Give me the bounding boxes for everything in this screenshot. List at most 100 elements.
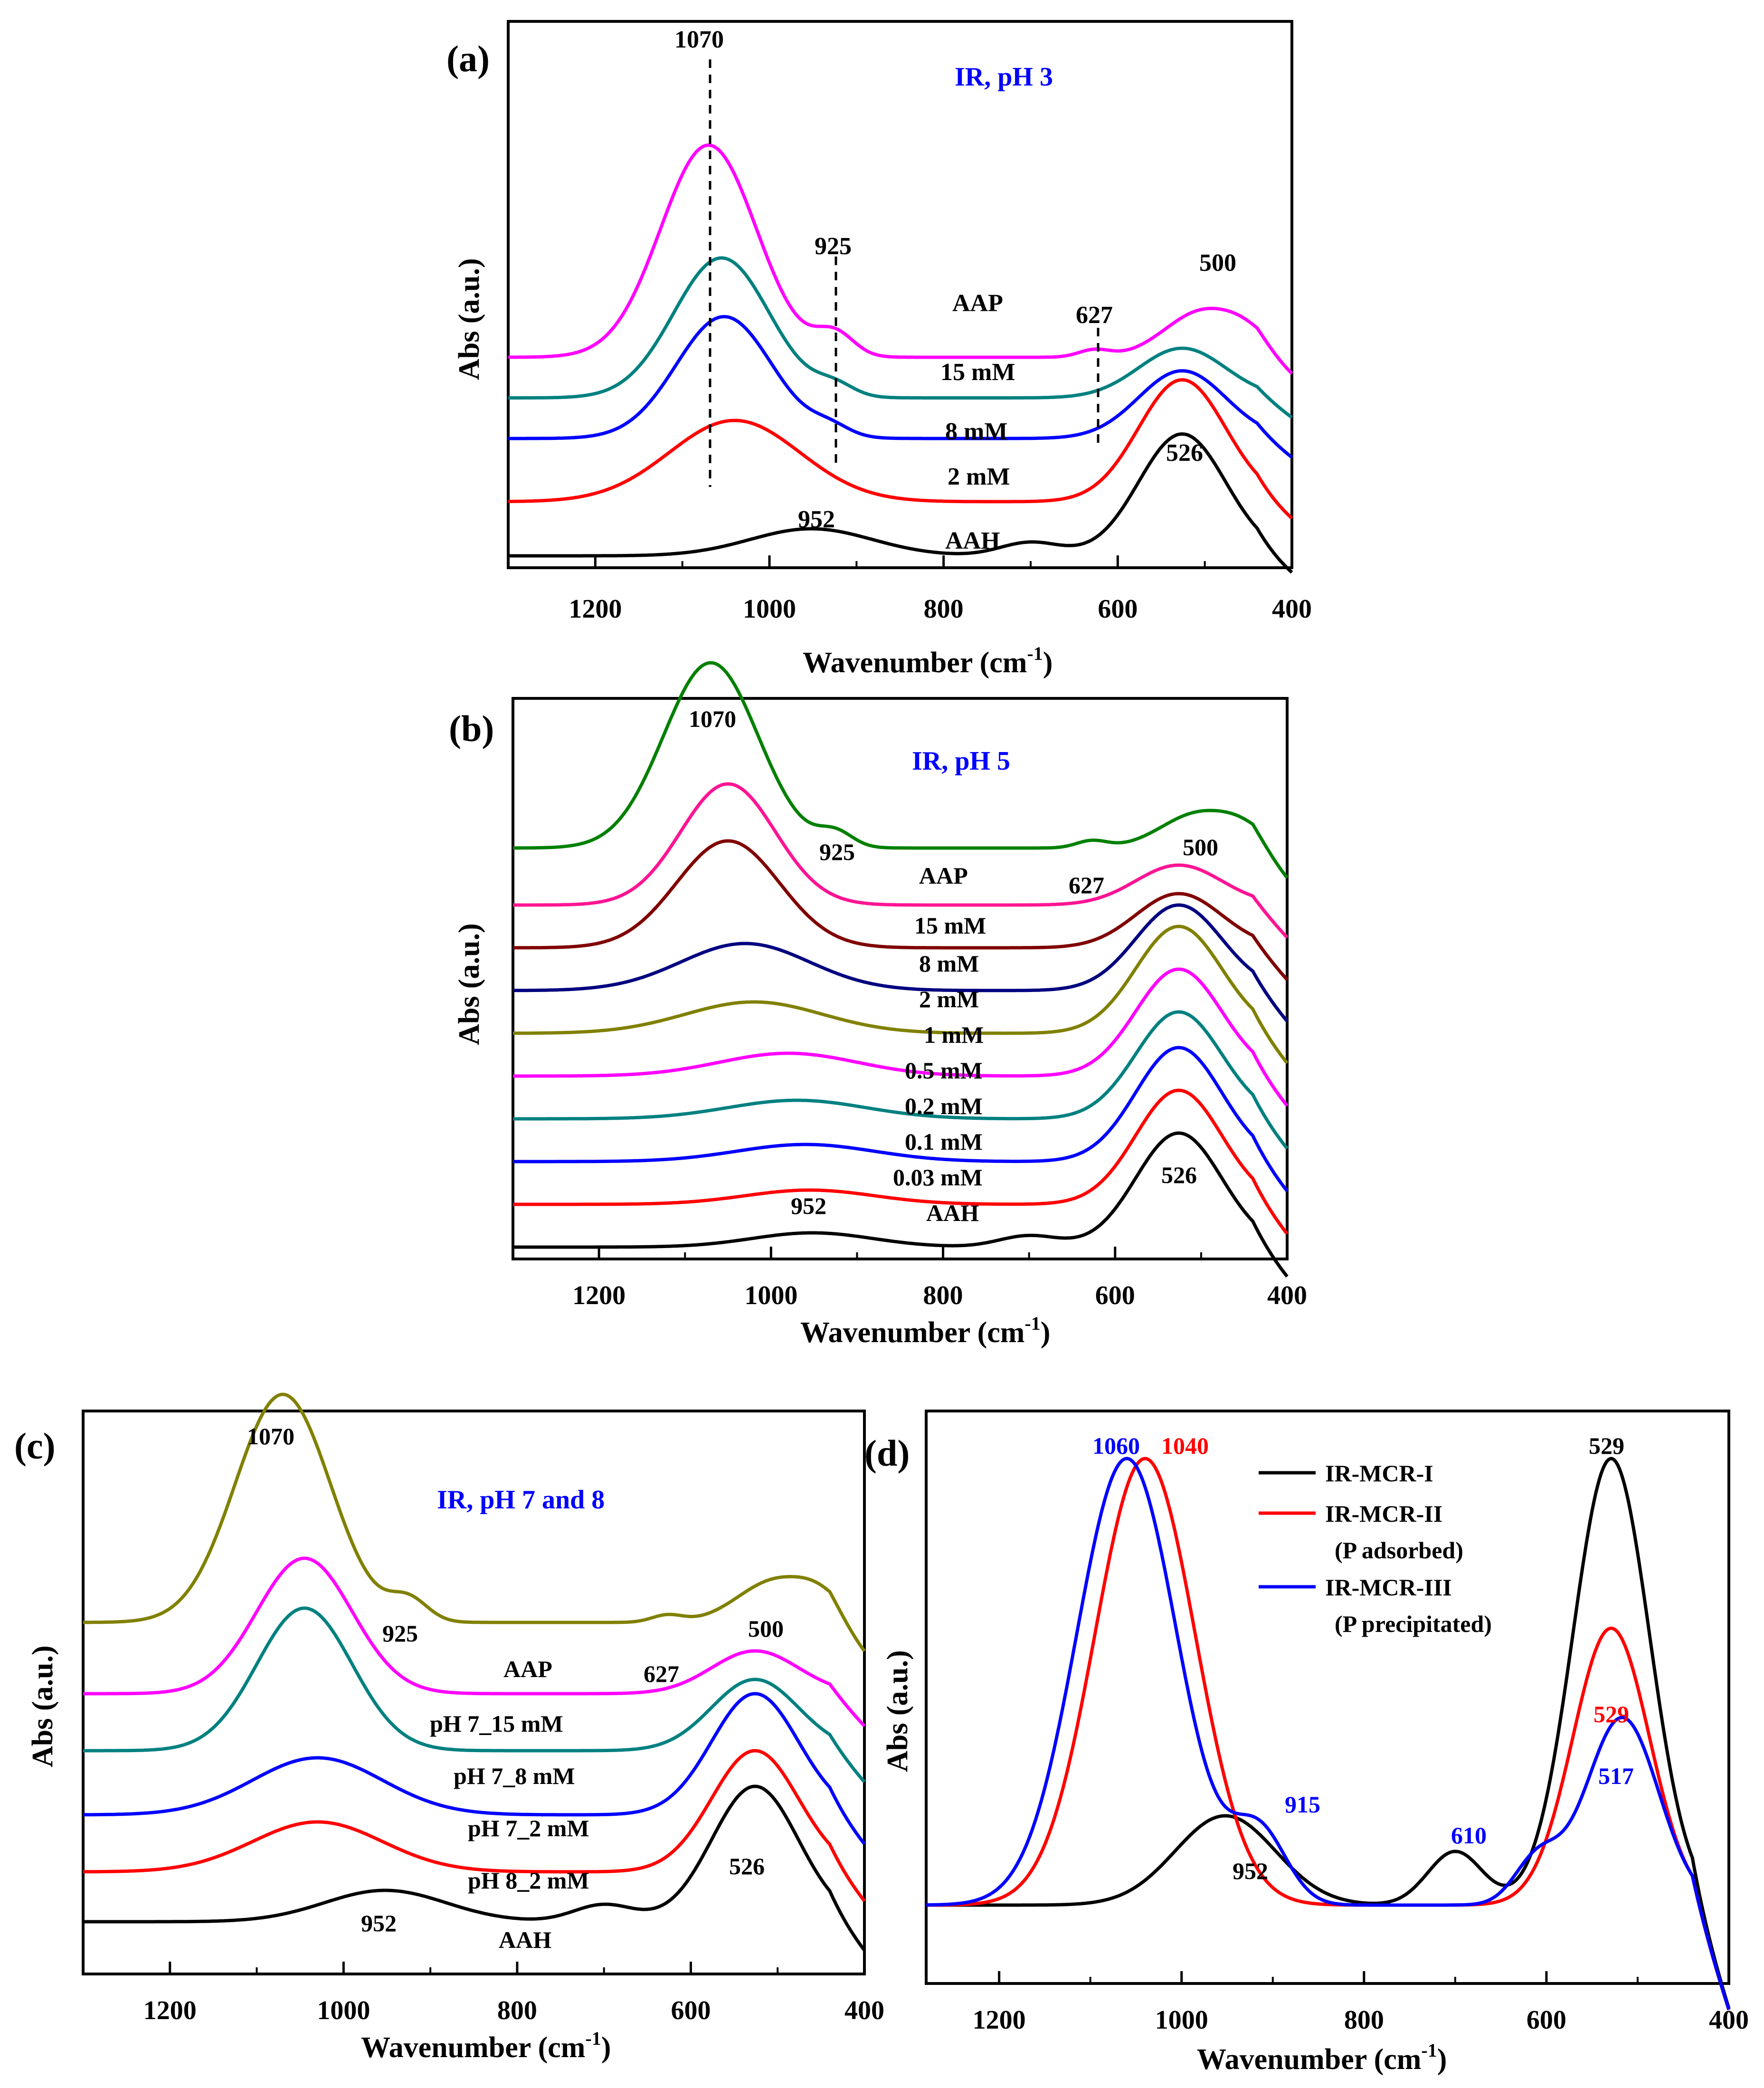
panel-d-annotation: 517 bbox=[1598, 1763, 1634, 1789]
panel-c-series-label: pH 7_15 mM bbox=[430, 1710, 563, 1737]
panel-b: (b) IR, pH 5 Abs (a.u.) Wavenumber (cm-1… bbox=[449, 661, 1307, 1349]
panel-d-frame bbox=[925, 1410, 1730, 1985]
panel-b-curves bbox=[512, 661, 1289, 1278]
panel-b-series-label: 8 mM bbox=[919, 950, 979, 977]
panel-c-annotation: 1070 bbox=[247, 1423, 294, 1449]
panel-a-series-label: 8 mM bbox=[945, 418, 1007, 445]
panel-a-title: IR, pH 3 bbox=[955, 62, 1053, 92]
panel-a-annotation: 925 bbox=[815, 233, 852, 260]
series-line bbox=[512, 925, 1289, 1064]
panel-a-series-label: AAP bbox=[952, 290, 1003, 317]
series-line bbox=[513, 967, 1289, 1107]
panel-b-series-label: 0.03 mM bbox=[893, 1164, 983, 1191]
panel-b-series-label: 15 mM bbox=[914, 912, 986, 939]
x-tick-label: 800 bbox=[924, 594, 964, 624]
series-line bbox=[508, 315, 1293, 459]
panel-c-curves bbox=[83, 1392, 866, 1952]
panel-c-xlabel: Wavenumber (cm-1) bbox=[361, 2028, 611, 2064]
panel-b-series-label: 2 mM bbox=[919, 986, 979, 1012]
x-tick-label: 800 bbox=[1344, 2005, 1384, 2035]
panel-a-annotation: 627 bbox=[1076, 302, 1113, 329]
series-line bbox=[513, 1088, 1289, 1235]
panel-c-annotation: 925 bbox=[382, 1620, 418, 1647]
series-line bbox=[513, 1010, 1289, 1150]
panel-b-series-label: AAH bbox=[926, 1200, 979, 1226]
panel-c-annotation: 500 bbox=[748, 1615, 784, 1642]
legend-label: IR-MCR-III bbox=[1325, 1574, 1452, 1601]
series-line bbox=[83, 1784, 866, 1952]
series-line bbox=[513, 1131, 1289, 1278]
panel-a-series-label: AAH bbox=[945, 527, 1000, 554]
series-line bbox=[513, 661, 1289, 879]
series-line bbox=[83, 1692, 866, 1845]
series-line bbox=[926, 1457, 1731, 2009]
panel-c: (c) IR, pH 7 and 8 Abs (a.u.) Wavenumber… bbox=[14, 1392, 884, 2064]
panel-a-series-label: 2 mM bbox=[948, 463, 1010, 490]
series-line bbox=[926, 1457, 1731, 2011]
panel-b-xlabel: Wavenumber (cm-1) bbox=[800, 1313, 1050, 1349]
x-tick-label: 1000 bbox=[743, 594, 796, 624]
x-tick-label: 600 bbox=[1098, 594, 1138, 624]
x-tick-label: 800 bbox=[497, 1996, 537, 2025]
legend-label: (P precipitated) bbox=[1335, 1611, 1492, 1637]
panel-c-annotation: 526 bbox=[729, 1853, 765, 1879]
series-line bbox=[508, 432, 1293, 574]
x-tick-label: 1200 bbox=[973, 2005, 1026, 2035]
panel-a-label: (a) bbox=[446, 38, 490, 79]
panel-c-series-label: AAP bbox=[503, 1656, 552, 1682]
x-tick-label: 600 bbox=[671, 1996, 711, 2025]
panel-d-ticks: 1200 1000 800 600 400 bbox=[973, 1971, 1749, 2035]
x-tick-label: 1200 bbox=[569, 594, 622, 624]
panel-b-title: IR, pH 5 bbox=[912, 746, 1010, 776]
panel-b-series-label: 1 mM bbox=[924, 1021, 984, 1048]
panel-b-annotation: 526 bbox=[1161, 1162, 1197, 1188]
panel-a-ylabel: Abs (a.u.) bbox=[453, 258, 485, 380]
panel-c-label: (c) bbox=[14, 1425, 56, 1467]
panel-c-series-label: pH 8_2 mM bbox=[468, 1867, 589, 1894]
series-line bbox=[83, 1749, 866, 1902]
series-line bbox=[508, 378, 1293, 520]
panel-b-ylabel: Abs (a.u.) bbox=[453, 923, 485, 1045]
series-line bbox=[513, 1046, 1289, 1192]
panel-b-annotation: 1070 bbox=[689, 706, 736, 732]
panel-c-ylabel: Abs (a.u.) bbox=[27, 1645, 59, 1767]
panel-d-ylabel: Abs (a.u.) bbox=[882, 1650, 914, 1772]
series-line bbox=[513, 903, 1289, 1022]
panel-b-series-label: 0.2 mM bbox=[905, 1093, 983, 1119]
x-tick-label: 600 bbox=[1095, 1281, 1135, 1310]
legend-label: IR-MCR-II bbox=[1325, 1500, 1442, 1527]
panel-b-ticks: 1200 1000 800 600 400 bbox=[512, 1247, 1307, 1310]
panel-a-annotation: 526 bbox=[1166, 439, 1203, 467]
x-tick-label: 400 bbox=[1709, 2005, 1749, 2035]
panel-d-curves bbox=[926, 1457, 1731, 2011]
x-tick-label: 400 bbox=[1272, 594, 1312, 624]
panel-b-series-label: 0.1 mM bbox=[905, 1128, 983, 1155]
panel-c-ticks: 1200 1000 800 600 400 bbox=[82, 1962, 884, 2025]
panel-a: (a) IR, pH 3 Abs (a.u.) Wavenumber (cm-1… bbox=[446, 20, 1312, 679]
panel-b-series-label: AAP bbox=[919, 862, 968, 889]
series-line bbox=[83, 1556, 866, 1727]
x-tick-label: 1200 bbox=[143, 1996, 197, 2025]
series-line bbox=[513, 782, 1289, 939]
x-tick-label: 1000 bbox=[1155, 2005, 1208, 2035]
x-tick-label: 400 bbox=[1267, 1281, 1307, 1310]
panel-a-xlabel: Wavenumber (cm-1) bbox=[803, 643, 1053, 679]
series-line bbox=[508, 143, 1293, 375]
panel-c-annotation: 627 bbox=[644, 1660, 679, 1687]
panel-c-annotation: 952 bbox=[361, 1910, 397, 1936]
panel-c-series-label: pH 7_8 mM bbox=[454, 1763, 575, 1789]
panel-d-xlabel: Wavenumber (cm-1) bbox=[1197, 2040, 1447, 2076]
x-tick-label: 600 bbox=[1527, 2005, 1566, 2035]
legend-label: (P adsorbed) bbox=[1335, 1537, 1463, 1564]
legend-label: IR-MCR-I bbox=[1325, 1460, 1433, 1487]
panel-d-annotation: 952 bbox=[1233, 1858, 1268, 1884]
x-tick-label: 1200 bbox=[572, 1281, 626, 1310]
series-line bbox=[926, 1457, 1731, 2011]
panel-c-series-label: pH 7_2 mM bbox=[468, 1815, 589, 1841]
panel-d-annotation: 915 bbox=[1285, 1791, 1320, 1818]
panel-b-annotation: 925 bbox=[819, 839, 855, 865]
x-tick-label: 1000 bbox=[317, 1996, 370, 2025]
panel-a-frame bbox=[507, 20, 1293, 569]
series-line bbox=[508, 256, 1293, 419]
